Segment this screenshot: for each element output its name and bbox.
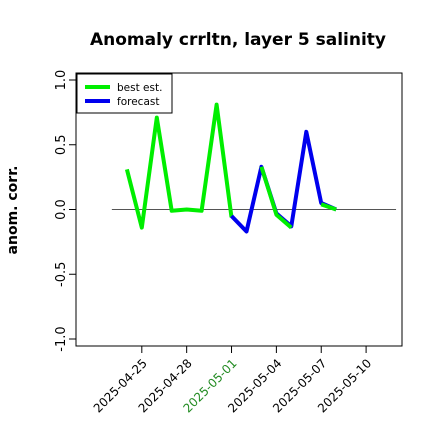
plot-area: -1.0-0.50.00.51.02025-04-252025-04-28202…	[54, 70, 403, 415]
y-tick-label: 0.5	[54, 134, 69, 155]
series-line-best-est-overlay	[259, 166, 293, 230]
legend-label: best est.	[117, 82, 162, 94]
series-line-best-est	[124, 102, 234, 230]
y-tick-label: -0.5	[54, 262, 69, 287]
y-tick-label: -1.0	[54, 326, 69, 351]
series-line-best-est-overlay	[320, 202, 337, 212]
chart-title: Anomaly crrltn, layer 5 salinity	[90, 30, 386, 50]
legend-label: forecast	[117, 96, 159, 108]
y-axis-label: anom. corr.	[5, 166, 21, 255]
series-line-forecast	[230, 129, 337, 234]
y-tick-label: 0.0	[54, 199, 69, 220]
legend-box	[76, 73, 173, 114]
y-tick-label: 1.0	[54, 70, 69, 91]
